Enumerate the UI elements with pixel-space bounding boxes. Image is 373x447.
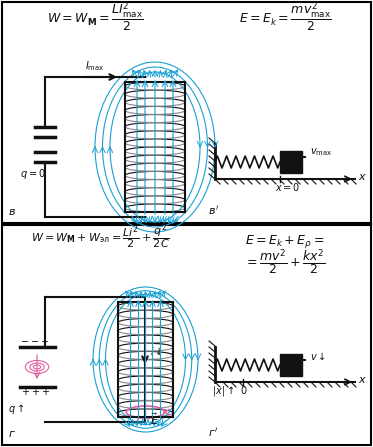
Text: −: −	[21, 337, 29, 347]
Text: $\vec{E}$: $\vec{E}$	[150, 411, 160, 427]
Text: $x{=}0$: $x{=}0$	[275, 181, 301, 193]
Bar	[280, 354, 302, 376]
Text: $\mathit{в}$: $\mathit{в}$	[8, 207, 16, 217]
Text: $x$: $x$	[358, 172, 367, 182]
Text: −: −	[31, 337, 39, 347]
Text: $\mathit{г'}$: $\mathit{г'}$	[208, 426, 218, 439]
Bar	[280, 151, 302, 173]
Text: $W = W_{\mathbf{M}} + W_{\text{эл}} = \dfrac{Li^2}{2} + \dfrac{q^2}{2C}$: $W = W_{\mathbf{M}} + W_{\text{эл}} = \d…	[31, 222, 169, 252]
Text: +: +	[21, 387, 29, 397]
Bar	[2, 2, 371, 223]
Text: $I_{\max}$: $I_{\max}$	[85, 59, 104, 73]
Text: $W = W_{\mathbf{M}} = \dfrac{LI^2_{\max}}{2}$: $W = W_{\mathbf{M}} = \dfrac{LI^2_{\max}…	[47, 0, 143, 34]
Text: −: −	[41, 337, 49, 347]
Text: $q{=}0$: $q{=}0$	[20, 167, 46, 181]
Text: $v_{\max}$: $v_{\max}$	[310, 146, 332, 158]
Text: $\mathit{в'}$: $\mathit{в'}$	[208, 204, 219, 217]
Bar	[2, 225, 371, 445]
Text: $q\uparrow$: $q\uparrow$	[8, 402, 24, 416]
Text: $0$: $0$	[240, 384, 248, 396]
Text: $= \dfrac{mv^2}{2} + \dfrac{kx^2}{2}$: $= \dfrac{mv^2}{2} + \dfrac{kx^2}{2}$	[244, 247, 326, 277]
Text: $x$: $x$	[358, 375, 367, 385]
Text: +: +	[31, 387, 39, 397]
Text: $i\downarrow$: $i\downarrow$	[150, 346, 163, 357]
Text: +: +	[41, 387, 49, 397]
Text: $E = E_k + E_\rho =$: $E = E_k + E_\rho =$	[245, 233, 325, 250]
Text: $E = E_k = \dfrac{mv^2_{\max}}{2}$: $E = E_k = \dfrac{mv^2_{\max}}{2}$	[239, 0, 332, 34]
Text: $\mathit{г}$: $\mathit{г}$	[8, 429, 16, 439]
Text: $v\downarrow$: $v\downarrow$	[310, 351, 326, 362]
Text: $|x|\uparrow$: $|x|\uparrow$	[212, 384, 234, 398]
